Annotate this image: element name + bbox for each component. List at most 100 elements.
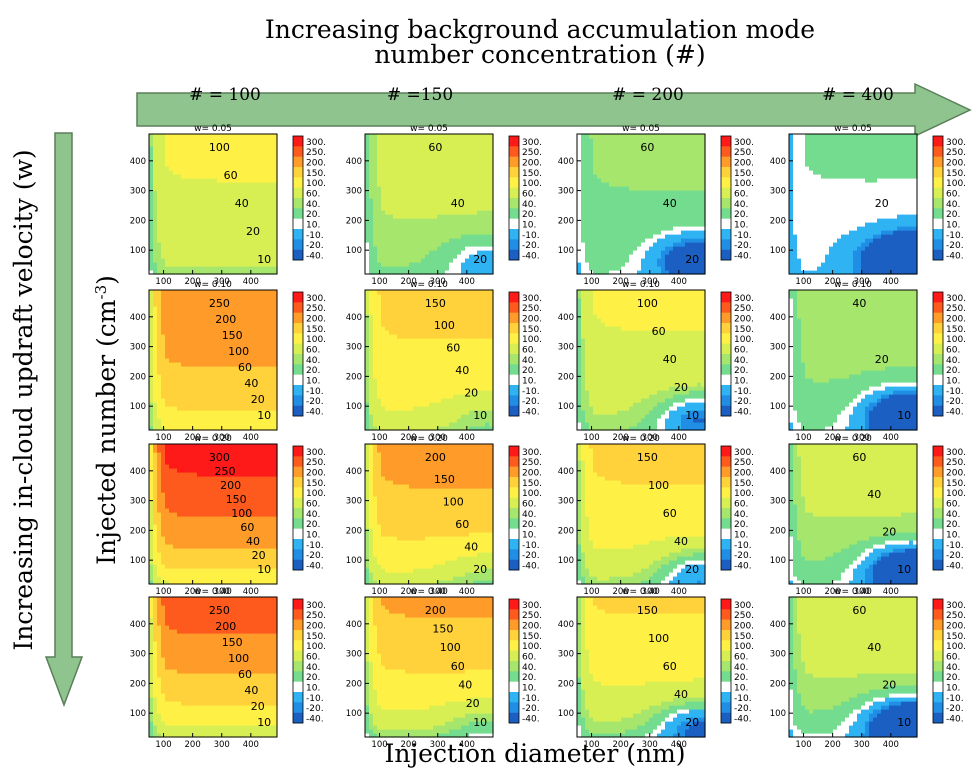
contour-cell: [473, 266, 478, 271]
contour-cell: [885, 210, 890, 215]
x-tick-label: 200: [185, 277, 201, 287]
contour-cell: [217, 270, 222, 275]
contour-cell: [477, 178, 482, 183]
colorbar-label: 250.: [946, 148, 966, 158]
contour-cell: [685, 270, 690, 275]
contour-cell: [253, 226, 258, 231]
contour-cell: [365, 262, 370, 267]
contour-cell: [865, 146, 870, 151]
contour-cell: [613, 134, 618, 139]
contour-cell: [809, 266, 814, 271]
contour-cell: [893, 238, 898, 243]
contour-cell: [225, 202, 230, 207]
contour-cell: [189, 230, 194, 235]
contour-cell: [241, 234, 246, 239]
contour-cell: [845, 270, 850, 275]
contour-cell: [401, 246, 406, 251]
contour-cell: [609, 150, 614, 155]
contour-cell: [173, 382, 178, 387]
contour-cell: [253, 162, 258, 167]
contour-cell: [217, 182, 222, 187]
contour-cell: [461, 246, 466, 251]
contour-cell: [701, 226, 706, 231]
contour-cell: [449, 154, 454, 159]
contour-cell: [645, 138, 650, 143]
contour-cell: [185, 250, 190, 255]
contour-cell: [257, 186, 262, 191]
contour-cell: [465, 182, 470, 187]
contour-cell: [249, 138, 254, 143]
contour-cell: [209, 218, 214, 223]
contour-cell: [173, 302, 178, 307]
contour-cell: [445, 154, 450, 159]
contour-cell: [161, 322, 166, 327]
contour-cell: [473, 150, 478, 155]
contour-cell: [161, 354, 166, 359]
contour-cell: [857, 158, 862, 163]
contour-cell: [189, 138, 194, 143]
contour-cell: [889, 214, 894, 219]
contour-cell: [161, 262, 166, 267]
contour-cell: [165, 230, 170, 235]
contour-cell: [397, 154, 402, 159]
contour-cell: [697, 158, 702, 163]
contour-cell: [429, 218, 434, 223]
contour-cell: [157, 314, 162, 319]
contour-cell: [645, 134, 650, 139]
contour-cell: [237, 238, 242, 243]
contour-cell: [849, 202, 854, 207]
contour-cell: [453, 234, 458, 239]
contour-cell: [401, 170, 406, 175]
contour-cell: [857, 210, 862, 215]
contour-cell: [913, 194, 918, 199]
contour-cell: [593, 238, 598, 243]
contour-cell: [621, 238, 626, 243]
contour-cell: [269, 170, 274, 175]
contour-cell: [261, 146, 266, 151]
contour-cell: [169, 398, 174, 403]
contour-cell: [189, 170, 194, 175]
contour-cell: [177, 342, 182, 347]
contour-cell: [253, 170, 258, 175]
contour-cell: [585, 150, 590, 155]
contour-cell: [849, 222, 854, 227]
contour-cell: [233, 222, 238, 227]
contour-cell: [181, 258, 186, 263]
contour-cell: [661, 202, 666, 207]
contour-cell: [149, 258, 154, 263]
contour-cell: [149, 382, 154, 387]
contour-cell: [181, 186, 186, 191]
contour-cell: [469, 202, 474, 207]
contour-cell: [809, 270, 814, 275]
contour-cell: [489, 218, 494, 223]
contour-cell: [861, 230, 866, 235]
contour-label: 20: [685, 253, 699, 266]
contour-cell: [877, 170, 882, 175]
contour-cell: [169, 170, 174, 175]
contour-cell: [809, 246, 814, 251]
contour-cell: [677, 158, 682, 163]
contour-cell: [245, 238, 250, 243]
contour-cell: [469, 262, 474, 267]
contour-cell: [245, 214, 250, 219]
contour-cell: [453, 182, 458, 187]
contour-cell: [613, 266, 618, 271]
contour-cell: [829, 190, 834, 195]
contour-cell: [621, 242, 626, 247]
contour-cell: [813, 186, 818, 191]
contour-cell: [861, 198, 866, 203]
contour-cell: [233, 190, 238, 195]
contour-cell: [673, 186, 678, 191]
contour-cell: [897, 234, 902, 239]
contour-cell: [801, 186, 806, 191]
colorbar-swatch: [721, 249, 731, 261]
contour-cell: [193, 210, 198, 215]
contour-cell: [469, 210, 474, 215]
contour-cell: [213, 146, 218, 151]
contour-cell: [429, 142, 434, 147]
contour-cell: [669, 154, 674, 159]
contour-cell: [605, 182, 610, 187]
contour-cell: [485, 190, 490, 195]
contour-cell: [885, 154, 890, 159]
contour-cell: [693, 210, 698, 215]
